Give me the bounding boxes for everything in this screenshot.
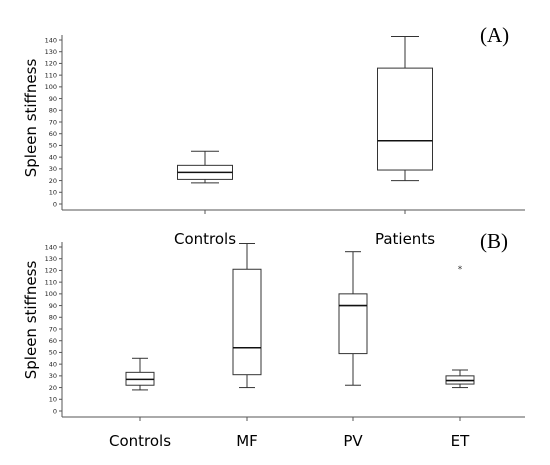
y-axis-title: Spleen stiffness (22, 59, 40, 178)
iqr-box (232, 268, 262, 376)
y-tick-label: 100 (45, 290, 57, 298)
category-label: MF (236, 432, 258, 450)
y-tick-label: 140 (45, 243, 57, 251)
category-label: ET (451, 432, 470, 450)
box-mf (232, 242, 262, 389)
y-tick-label: 140 (45, 36, 57, 44)
y-tick-label: 40 (49, 360, 57, 368)
y-tick-label: 90 (49, 302, 57, 310)
y-tick-label: 110 (45, 278, 57, 286)
y-tick-label: 130 (45, 255, 57, 263)
y-tick-label: 120 (45, 267, 57, 275)
y-tick-label: 0 (53, 407, 57, 415)
panel-b: 0 10 20 30 40 50 60 70 80 90 100 110 120 130 140 Spleen… (22, 229, 525, 450)
y-tick-label: 110 (45, 71, 57, 79)
box-controls (177, 150, 233, 184)
y-tick-label: 30 (49, 165, 57, 173)
y-tick-label: 20 (49, 384, 57, 392)
box-controls (125, 357, 155, 391)
y-tick-label: 80 (49, 314, 57, 322)
y-tick-label: 60 (49, 130, 57, 138)
panel-label: (A) (480, 23, 509, 47)
y-tick-label: 60 (49, 337, 57, 345)
y-tick-label: 80 (49, 107, 57, 115)
y-tick-label: 50 (49, 142, 57, 150)
y-tick-label: 20 (49, 177, 57, 185)
box-et: * (445, 265, 475, 389)
iqr-box (338, 293, 368, 355)
iqr-box (377, 67, 433, 171)
y-tick-label: 0 (53, 200, 57, 208)
y-axis-title: Spleen stiffness (22, 261, 40, 380)
y-tick-label: 40 (49, 153, 57, 161)
category-label: Patients (375, 230, 435, 248)
y-tick-label: 30 (49, 372, 57, 380)
y-tick-label: 70 (49, 118, 57, 126)
y-tick-label: 10 (49, 396, 57, 404)
y-tick-label: 100 (45, 83, 57, 91)
y-tick-label: 10 (49, 189, 57, 197)
category-label: PV (343, 432, 363, 450)
category-label: Controls (174, 230, 236, 248)
box-patients (377, 35, 433, 182)
y-tick-label: 120 (45, 60, 57, 68)
y-tick-label: 50 (49, 349, 57, 357)
y-tick-label: 70 (49, 325, 57, 333)
box-pv (338, 251, 368, 386)
y-tick-label: 90 (49, 95, 57, 103)
panel-label: (B) (480, 229, 508, 253)
panel-a: 0 10 20 30 40 50 60 70 80 90 100 110 120 130 140 Spleen… (22, 23, 525, 248)
category-label: Controls (109, 432, 171, 450)
y-tick-label: 130 (45, 48, 57, 56)
outlier-marker: * (458, 265, 463, 275)
